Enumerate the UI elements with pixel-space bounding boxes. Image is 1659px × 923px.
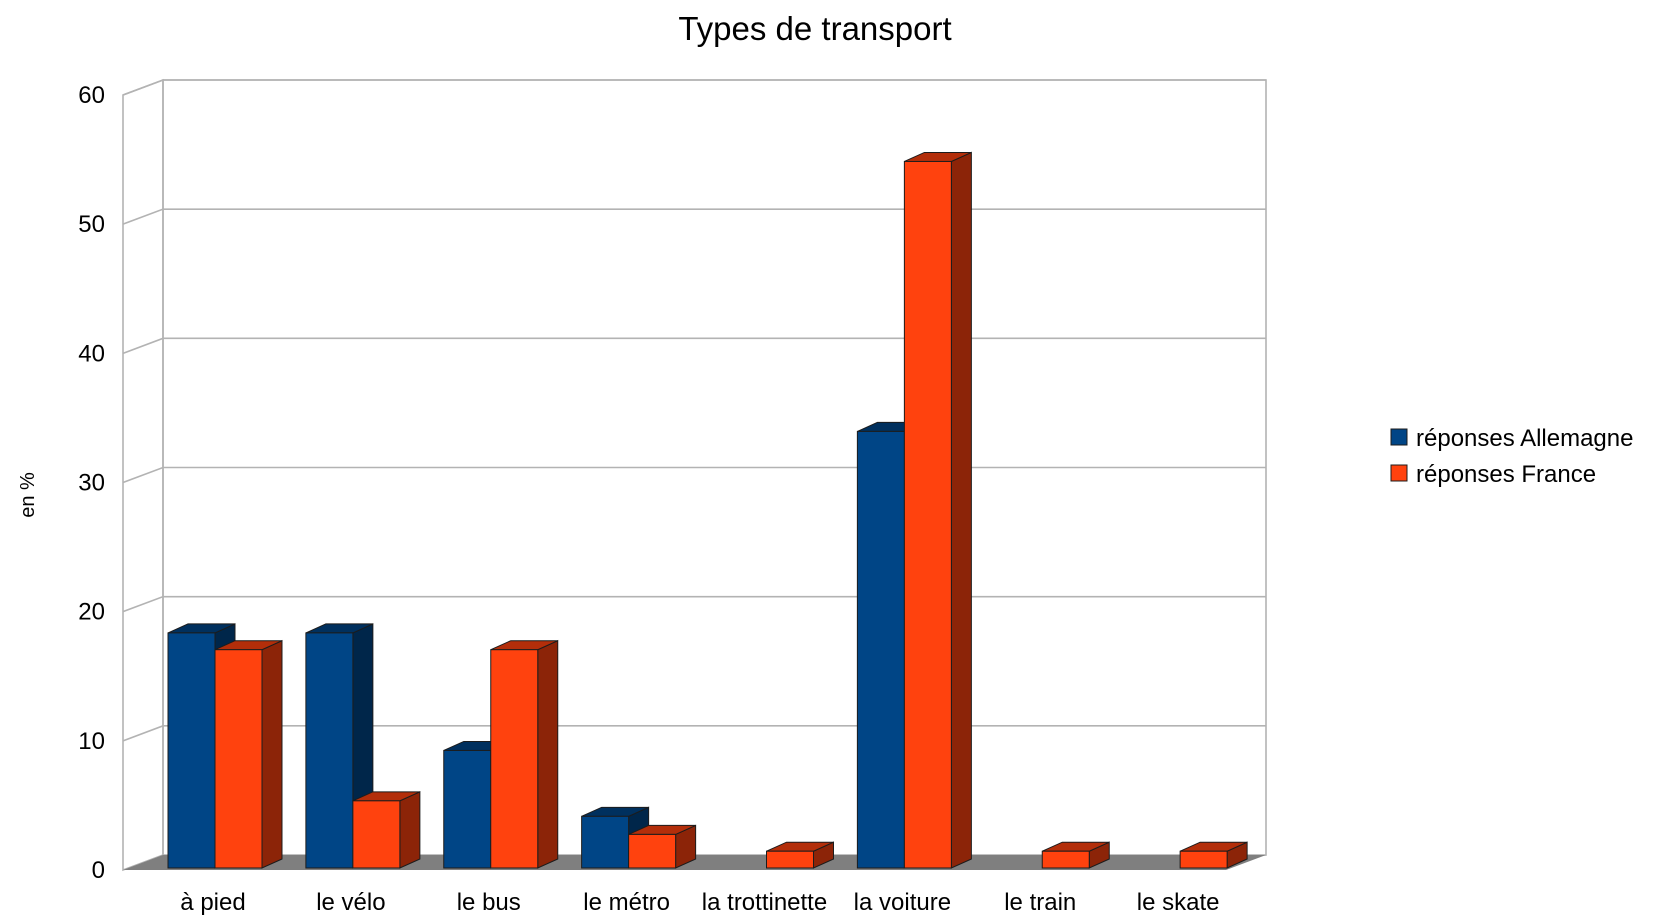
x-tick-label: le train [1004, 889, 1076, 916]
x-tick-label: le vélo [316, 889, 385, 916]
bar-front [1179, 850, 1228, 869]
y-tick-label: 10 [78, 728, 105, 755]
bar-front [766, 850, 814, 869]
bar-front [305, 632, 354, 869]
bar [628, 824, 697, 869]
bar-side [950, 151, 972, 869]
legend-item: réponses Allemagne [1390, 425, 1633, 452]
y-tick-label: 40 [78, 340, 105, 367]
gridline [122, 725, 1266, 742]
bar [490, 639, 559, 869]
bar-side [261, 639, 283, 869]
y-tick-label: 30 [78, 470, 105, 497]
bar-front [352, 800, 401, 869]
bar [352, 791, 421, 869]
bar-front [903, 160, 952, 869]
gridline [122, 208, 1266, 225]
bar-side [537, 639, 559, 869]
bar-front [856, 430, 905, 869]
x-axis-ticks: à pied le vélo le bus le métro la trottinett… [180, 889, 1219, 916]
legend-label: réponses France [1416, 461, 1596, 488]
x-tick-label: le bus [457, 889, 521, 916]
bars [167, 151, 1248, 869]
gridline [122, 595, 1266, 613]
x-tick-label: la trottinette [702, 889, 827, 916]
bar [766, 841, 834, 869]
bar-front [581, 815, 630, 869]
x-tick-label: à pied [180, 889, 245, 916]
gridline [122, 337, 1266, 355]
legend: réponses Allemagne réponses France [1390, 425, 1633, 488]
legend-item: réponses France [1390, 461, 1596, 488]
bar [214, 639, 283, 869]
bar-front [490, 649, 539, 869]
bar-front [167, 632, 216, 869]
x-tick-label: la voiture [854, 889, 951, 916]
legend-swatch [1390, 464, 1408, 482]
y-tick-label: 20 [78, 599, 105, 626]
bar-front [1041, 850, 1090, 869]
y-axis-ticks: 0 10 20 30 40 50 60 [78, 82, 105, 884]
bar-front [443, 749, 492, 869]
bar [903, 151, 972, 869]
gridline [122, 79, 1266, 96]
bar [1179, 841, 1248, 869]
gridline [122, 466, 1266, 484]
bar-front [628, 833, 677, 869]
gridlines [122, 79, 1266, 742]
bar [1041, 841, 1110, 869]
chart-title: Types de transport [678, 10, 951, 47]
legend-swatch [1390, 428, 1408, 446]
legend-label: réponses Allemagne [1416, 425, 1633, 452]
y-tick-label: 0 [92, 857, 105, 884]
y-axis-label: en % [17, 472, 39, 518]
y-tick-label: 60 [78, 82, 105, 109]
bar-front [214, 649, 263, 869]
x-tick-label: le métro [583, 889, 670, 916]
chart-walls [122, 78, 1267, 872]
x-tick-label: le skate [1137, 889, 1220, 916]
bar-side [399, 791, 421, 869]
y-tick-label: 50 [78, 211, 105, 238]
